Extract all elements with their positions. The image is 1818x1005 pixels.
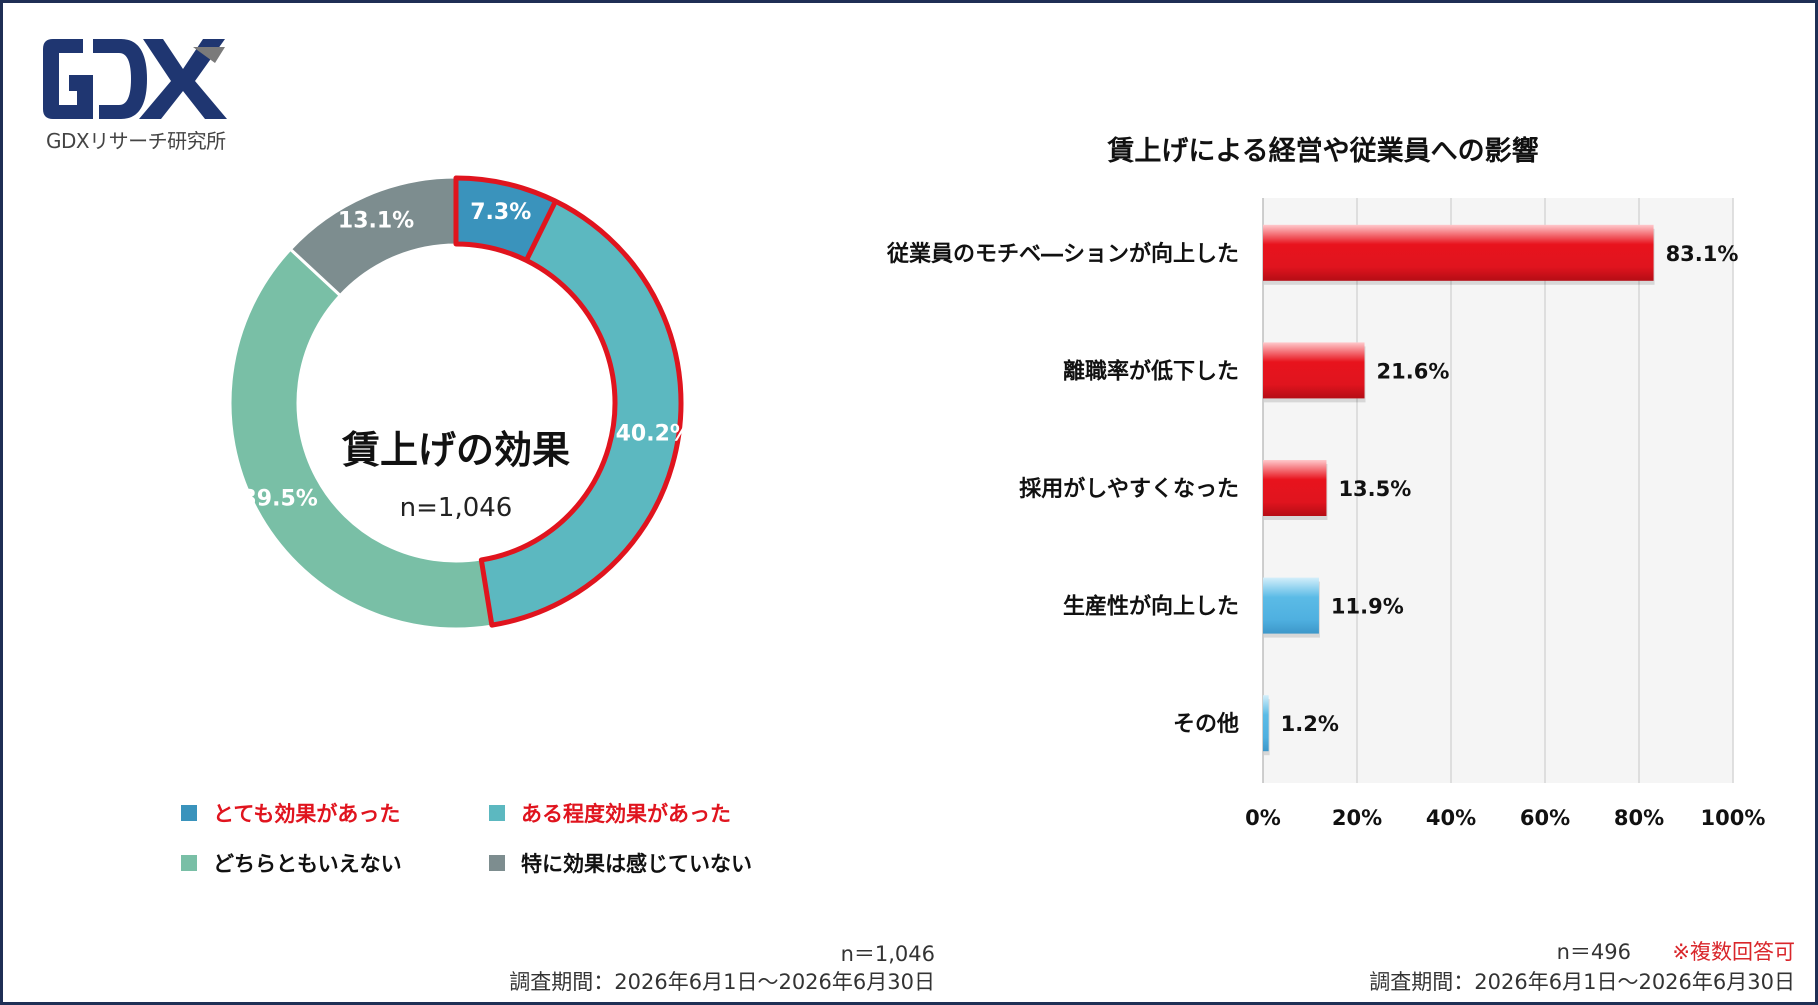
legend-label: どちらともいえない bbox=[213, 852, 402, 876]
donut-value-label: 39.5% bbox=[241, 486, 317, 511]
gdx-logo-mark bbox=[43, 39, 227, 119]
bar-value-label: 1.2% bbox=[1281, 712, 1339, 736]
x-tick-label: 0% bbox=[1245, 806, 1281, 830]
donut-value-label: 13.1% bbox=[338, 209, 414, 234]
legend-label: ある程度効果があった bbox=[521, 802, 731, 826]
footer-right-period: 調査期間：2026年6月1日～2026年6月30日 bbox=[1369, 970, 1795, 994]
x-tick-label: 100% bbox=[1701, 806, 1766, 830]
donut-value-label: 7.3% bbox=[470, 200, 531, 225]
bar bbox=[1263, 342, 1365, 399]
donut-center-n: n=1,046 bbox=[400, 493, 513, 523]
x-tick-label: 80% bbox=[1614, 806, 1664, 830]
legend-swatch bbox=[489, 855, 505, 871]
logo-subtitle: GDXリサーチ研究所 bbox=[46, 129, 226, 153]
footer-left-period: 調査期間：2026年6月1日～2026年6月30日 bbox=[509, 970, 935, 994]
category-label: その他 bbox=[1173, 712, 1239, 737]
bar bbox=[1263, 460, 1327, 516]
legend-item-neutral: どちらともいえない bbox=[181, 848, 402, 878]
footer-right-note: ※複数回答可 bbox=[1672, 940, 1795, 964]
gdx-logo bbox=[43, 39, 243, 128]
footer-right-n-row: n＝496 ※複数回答可 bbox=[1557, 936, 1795, 966]
bar bbox=[1263, 695, 1269, 752]
bar-chart-title: 賃上げによる経営や従業員への影響 bbox=[1107, 136, 1539, 167]
legend-label: 特に効果は感じていない bbox=[521, 852, 752, 876]
donut-center-title: 賃上げの効果 bbox=[341, 428, 570, 472]
bar-value-label: 11.9% bbox=[1331, 595, 1404, 619]
category-label: 採用がしやすくなった bbox=[1019, 476, 1239, 502]
category-label: 従業員のモチベ―ションが向上した bbox=[886, 241, 1239, 267]
category-label: 生産性が向上した bbox=[1063, 594, 1239, 620]
bar-chart: 従業員のモチベ―ションが向上した離職率が低下した採用がしやすくなった生産性が向上… bbox=[886, 198, 1766, 830]
bar bbox=[1263, 577, 1319, 634]
donut-highlight-outline bbox=[453, 175, 684, 628]
legend-item-somewhat-effective: ある程度効果があった bbox=[489, 798, 731, 828]
legend-swatch bbox=[181, 855, 197, 871]
legend-swatch bbox=[489, 805, 505, 821]
legend-label: とても効果があった bbox=[213, 802, 401, 826]
legend-item-not-effective: 特に効果は感じていない bbox=[489, 848, 752, 878]
plot-area bbox=[1263, 198, 1733, 783]
donut-slice-2 bbox=[479, 198, 684, 628]
donut-slice-3 bbox=[228, 247, 494, 631]
x-tick-label: 20% bbox=[1332, 806, 1382, 830]
bar bbox=[1263, 224, 1654, 281]
bar-value-label: 13.5% bbox=[1338, 477, 1411, 501]
x-tick-label: 40% bbox=[1426, 806, 1476, 830]
footer-right-n: n＝496 bbox=[1556, 940, 1632, 964]
bar-value-label: 83.1% bbox=[1666, 242, 1739, 266]
legend-item-very-effective: とても効果があった bbox=[181, 798, 400, 828]
donut-chart: 7.3% 40.2% 39.5% 13.1% 賃上げの効果 n=1,046 bbox=[228, 175, 692, 631]
x-tick-label: 60% bbox=[1520, 806, 1570, 830]
footer-left-n: n＝1,046 bbox=[840, 942, 935, 966]
category-label: 離職率が低下した bbox=[1063, 358, 1239, 384]
donut-value-label: 40.2% bbox=[616, 422, 692, 447]
legend-swatch bbox=[181, 805, 197, 821]
bar-value-label: 21.6% bbox=[1377, 359, 1450, 383]
donut-highlight-divider bbox=[523, 199, 559, 263]
